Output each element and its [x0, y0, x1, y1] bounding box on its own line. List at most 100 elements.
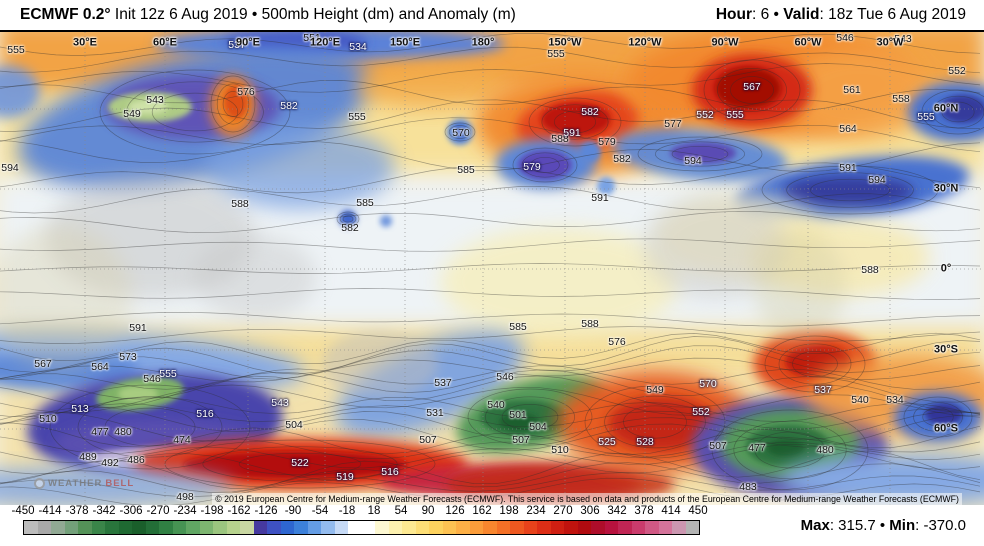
color-scale-cell — [537, 521, 551, 534]
color-scale-cell — [321, 521, 335, 534]
scale-tick-label: 378 — [634, 505, 654, 517]
color-scale-cell — [213, 521, 227, 534]
contour-label: 531 — [426, 406, 444, 419]
contour-label: 543 — [146, 93, 164, 106]
contour-label: 537 — [814, 383, 832, 396]
contour-label: 507 — [709, 439, 727, 452]
contour-label: 480 — [816, 443, 834, 456]
color-scale-cell — [118, 521, 132, 534]
scale-tick-label: 270 — [553, 505, 573, 517]
longitude-label: 30°W — [876, 36, 904, 49]
color-scale-cell — [240, 521, 254, 534]
contour-label: 588 — [861, 263, 879, 276]
longitude-label: 60°E — [153, 36, 177, 49]
contour-label: 576 — [608, 335, 626, 348]
color-scale-cell — [402, 521, 416, 534]
contour-label: 582 — [341, 221, 359, 234]
contour-label: 483 — [739, 480, 757, 493]
color-scale-cell — [105, 521, 119, 534]
longitude-label: 60°W — [794, 36, 822, 49]
longitude-label: 30°E — [73, 36, 97, 49]
scale-tick-label: 306 — [580, 505, 600, 517]
color-scale-cell — [456, 521, 470, 534]
contour-label: 555 — [917, 110, 935, 123]
scale-tick-label: -162 — [227, 505, 251, 517]
contour-label: 492 — [101, 456, 119, 469]
contour-label: 537 — [434, 376, 452, 389]
contour-label: 555 — [348, 110, 366, 123]
contour-label: 549 — [123, 107, 141, 120]
color-scale-cell — [672, 521, 686, 534]
contour-label: 519 — [336, 470, 354, 483]
color-scale-cell — [307, 521, 321, 534]
contour-label: 564 — [839, 122, 857, 135]
contour-label: 579 — [598, 135, 616, 148]
contour-label: 522 — [291, 456, 309, 469]
map-svg — [0, 32, 984, 507]
color-scale-legend: -450 -414 -378 -342 -306 -270 -234 -198 -162 -126… — [0, 505, 984, 546]
contour-label: 576 — [237, 85, 255, 98]
scale-tick-label: 54 — [394, 505, 408, 517]
valid-label: Valid — [783, 6, 820, 23]
contour-label: 534 — [349, 40, 367, 53]
contour-label: 588 — [231, 197, 249, 210]
color-scale-cell — [415, 521, 429, 534]
scale-tick-label: 18 — [367, 505, 381, 517]
contour-label: 588 — [581, 317, 599, 330]
contour-label: 477 — [748, 441, 766, 454]
contour-label: 558 — [892, 92, 910, 105]
color-scale-cell — [267, 521, 281, 534]
contour-label: 585 — [509, 320, 527, 333]
color-scale-cell — [685, 521, 699, 534]
longitude-label: 120°E — [309, 36, 341, 49]
contour-label: 549 — [646, 383, 664, 396]
map-title: ECMWF 0.2° Init 12z 6 Aug 2019 • 500mb H… — [20, 6, 516, 24]
contour-label: 540 — [851, 393, 869, 406]
scale-tick-label: -342 — [92, 505, 116, 517]
contour-label: 516 — [381, 465, 399, 478]
contour-label: 504 — [529, 420, 547, 433]
contour-label: 594 — [1, 161, 19, 174]
color-scale-cell — [226, 521, 240, 534]
init-info: Init 12z 6 Aug 2019 • 500mb Height (dm) … — [110, 6, 516, 23]
longitude-label: 150°W — [548, 36, 582, 49]
contour-label: 588 — [551, 132, 569, 145]
contour-label: 555 — [159, 367, 177, 380]
color-scale-cell — [604, 521, 618, 534]
color-scale-cell — [523, 521, 537, 534]
contour-label: 582 — [613, 152, 631, 165]
latitude-label: 0° — [940, 262, 952, 275]
color-scale-cell — [37, 521, 51, 534]
contour-label: 570 — [699, 377, 717, 390]
contour-label: 551 — [303, 31, 321, 44]
contour-label: 546 — [496, 370, 514, 383]
contour-label: 516 — [196, 407, 214, 420]
contour-label: 564 — [91, 360, 109, 373]
contour-label: 546 — [836, 31, 854, 44]
longitude-label: 90°W — [711, 36, 739, 49]
scale-tick-label: -270 — [146, 505, 170, 517]
contour-label: 585 — [356, 196, 374, 209]
contour-label: 507 — [419, 433, 437, 446]
scale-tick-label: 450 — [688, 505, 708, 517]
color-scale-cell — [294, 521, 308, 534]
color-scale-cell — [429, 521, 443, 534]
contour-label: 543 — [894, 32, 912, 45]
color-scale-cell — [24, 521, 38, 534]
contour-label: 546 — [143, 372, 161, 385]
scale-tick-label: 90 — [421, 505, 435, 517]
color-scale-cell — [388, 521, 402, 534]
weatherbell-logo-icon — [34, 478, 45, 489]
watermark-weather: WEATHER — [48, 478, 103, 489]
contour-label: 552 — [948, 64, 966, 77]
max-label: Max — [800, 517, 830, 534]
contour-lines — [0, 33, 984, 507]
contour-label: 594 — [868, 173, 886, 186]
contour-label: 552 — [692, 405, 710, 418]
hour-label: Hour — [715, 6, 753, 23]
contour-label: 540 — [487, 398, 505, 411]
contour-label: 591 — [129, 321, 147, 334]
color-scale-cell — [496, 521, 510, 534]
latitude-label: 30°S — [934, 343, 958, 356]
color-scale-cell — [361, 521, 375, 534]
